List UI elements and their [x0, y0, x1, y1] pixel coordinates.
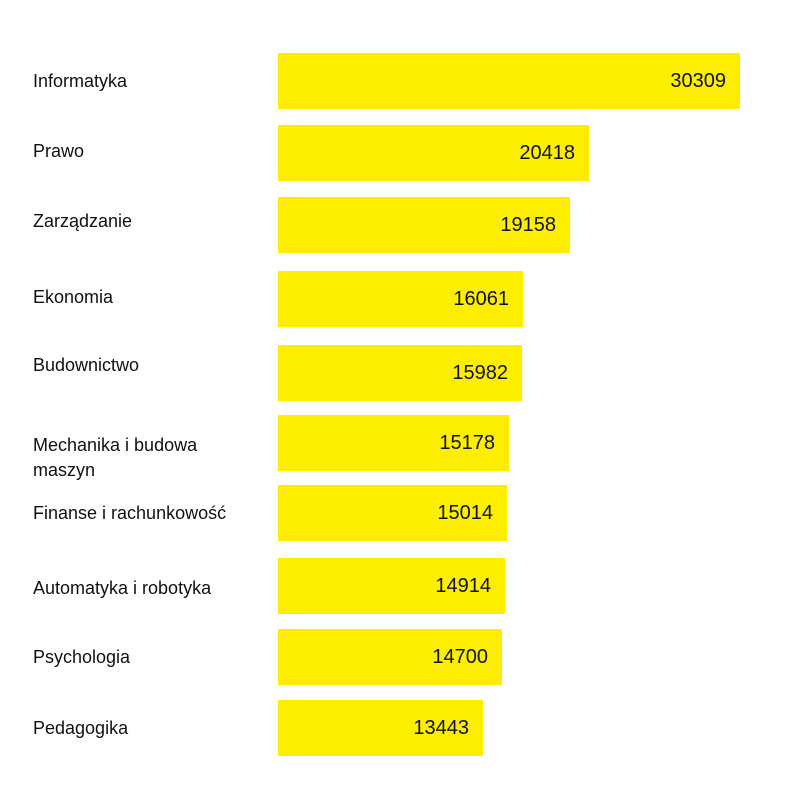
bar-value-label: 16061 [453, 288, 509, 310]
category-label: Automatyka i robotyka [33, 578, 212, 598]
bar-value-label: 15178 [439, 432, 495, 454]
bar [278, 197, 570, 253]
category-label: Prawo [33, 141, 85, 161]
category-label: Psychologia [33, 647, 131, 667]
category-label: Budownictwo [33, 355, 140, 375]
category-label: Informatyka [33, 71, 128, 91]
bar-value-label: 15014 [437, 502, 493, 524]
category-label: Finanse i rachunkowość [33, 503, 227, 523]
bar [278, 345, 522, 401]
bar-value-label: 15982 [452, 362, 508, 384]
bar [278, 271, 523, 327]
category-label: Ekonomia [33, 287, 114, 307]
category-label: Zarządzanie [33, 211, 133, 231]
bar-value-label: 30309 [670, 70, 726, 92]
bar-value-label: 13443 [413, 717, 469, 739]
bar-value-label: 19158 [500, 214, 556, 236]
category-label: Pedagogika [33, 718, 129, 738]
bar [278, 700, 483, 756]
bar-value-label: 14914 [435, 575, 491, 597]
bar-value-label: 20418 [519, 142, 575, 164]
bar [278, 485, 507, 541]
bar [278, 53, 740, 109]
bar [278, 629, 502, 685]
bar [278, 558, 505, 614]
bar [278, 415, 509, 471]
bar [278, 125, 589, 181]
category-label: Mechanika i budowa maszyn [33, 435, 198, 480]
bar-value-label: 14700 [432, 646, 488, 668]
